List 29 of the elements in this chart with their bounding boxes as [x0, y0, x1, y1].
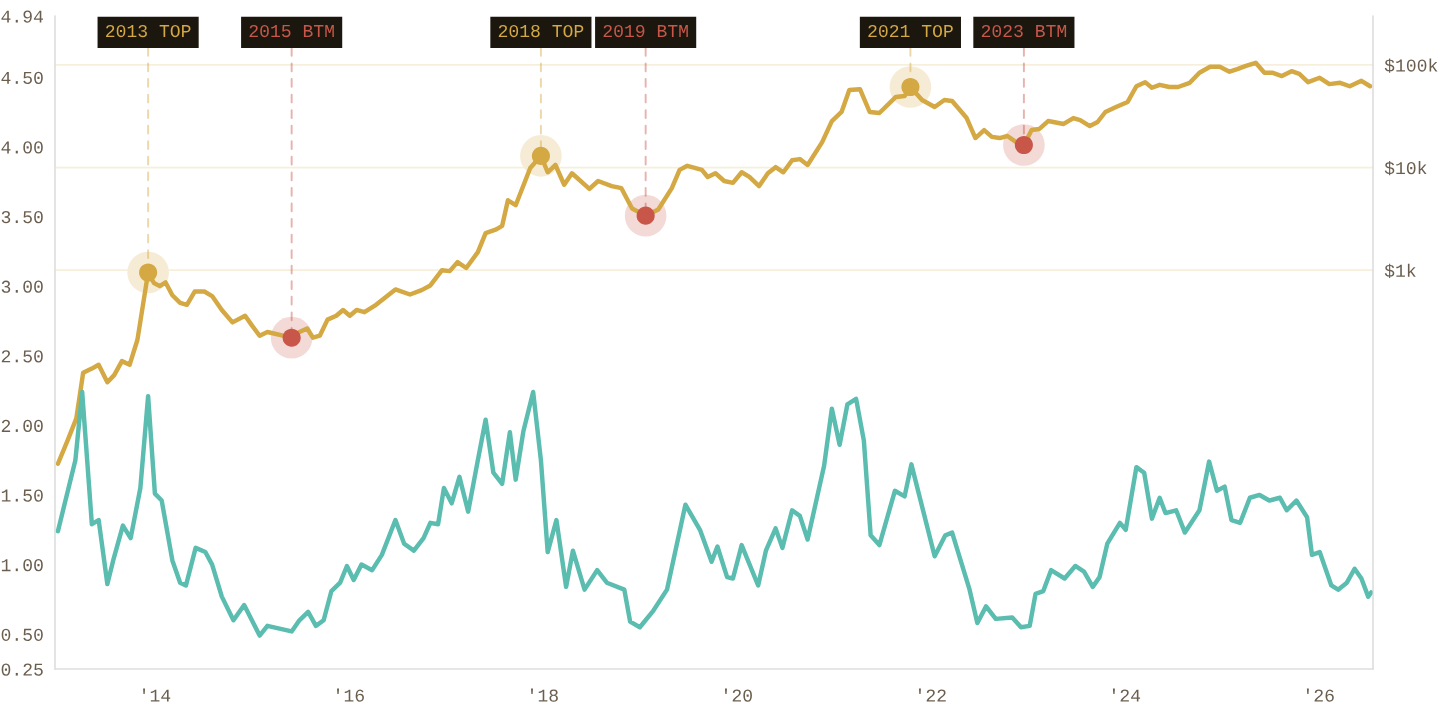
y-tick-label: 1.00 [1, 559, 43, 572]
line-series [55, 60, 1373, 466]
y-tick-label: 3.00 [1, 280, 43, 293]
annotation: 2023 BTM [981, 24, 1067, 38]
y-tick-label: 0.25 [1, 663, 43, 676]
x-tick-label: '24 [1112, 688, 1141, 702]
x-tick-label: '18 [531, 688, 558, 702]
x-tick-label: '14 [143, 688, 171, 702]
y-tick-label: 1.50 [1, 489, 43, 502]
annotation: 2013 TOP [106, 24, 191, 38]
x-tick-label: '22 [918, 688, 946, 702]
annotation: 2018 TOP [498, 24, 584, 38]
annotation: 2019 BTM [603, 24, 688, 38]
x-tick-label: '20 [724, 688, 752, 702]
x-tick-label: '26 [1306, 688, 1334, 702]
y-tick-label: 4.94 [1, 10, 43, 23]
y-tick-label: 4.50 [1, 71, 43, 84]
y2-tick-label: $10k [1384, 161, 1427, 176]
line-series [55, 389, 1374, 638]
y2-tick-label: $100k [1384, 58, 1438, 73]
y2-tick-label: $1k [1384, 263, 1416, 278]
y-tick-label: 4.00 [1, 141, 43, 154]
y-tick-label: 3.50 [1, 210, 43, 224]
y-tick-label: 2.50 [1, 350, 43, 363]
annotation: 2015 BTM [249, 24, 334, 38]
annotation: 2021 TOP [868, 24, 953, 38]
x-tick-label: '16 [337, 688, 364, 702]
y-tick-label: 0.50 [1, 628, 43, 641]
y-tick-label: 2.00 [1, 419, 43, 433]
